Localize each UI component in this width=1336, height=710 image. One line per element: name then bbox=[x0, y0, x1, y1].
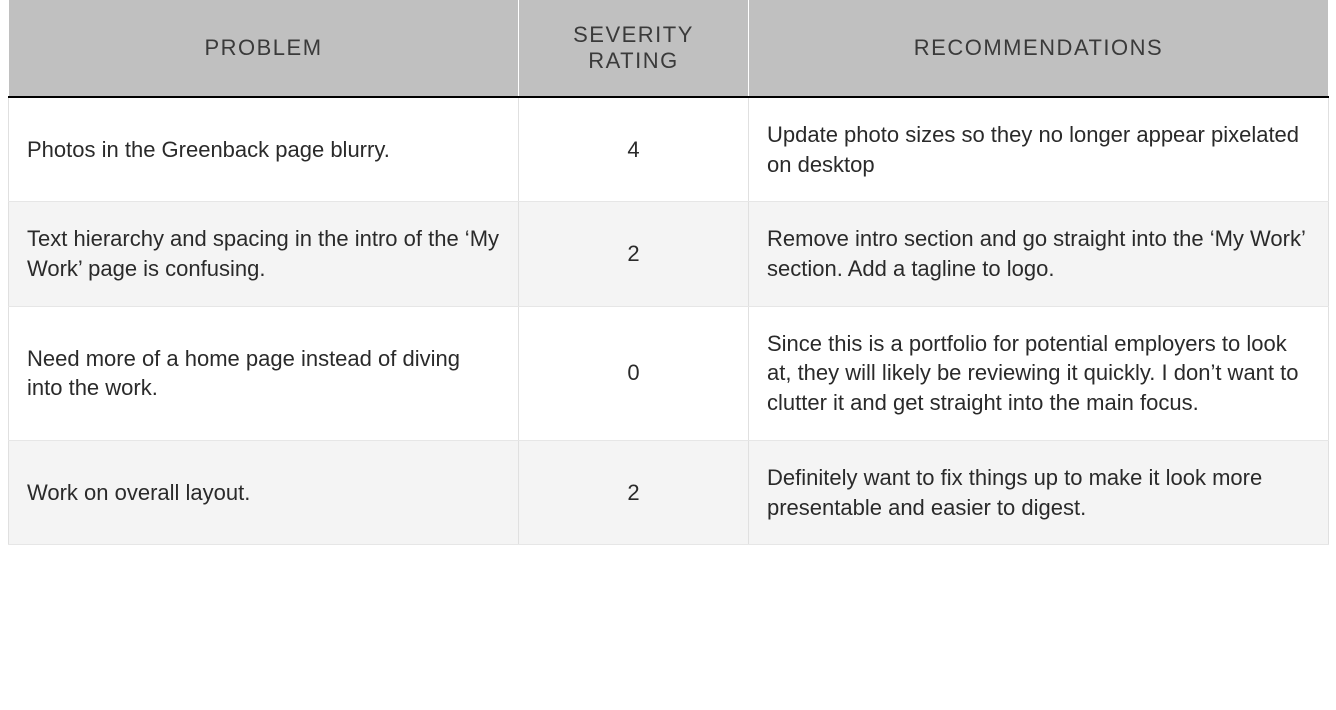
table-row: Work on overall layout. 2 Definitely wan… bbox=[9, 440, 1329, 544]
table-header-row: PROBLEM SEVERITY RATING RECOMMENDATIONS bbox=[9, 0, 1329, 97]
cell-severity: 2 bbox=[519, 202, 749, 306]
cell-problem: Work on overall layout. bbox=[9, 440, 519, 544]
cell-recommendations: Since this is a portfolio for potential … bbox=[749, 306, 1329, 440]
cell-severity: 4 bbox=[519, 97, 749, 202]
table-wrapper: PROBLEM SEVERITY RATING RECOMMENDATIONS … bbox=[0, 0, 1336, 545]
cell-recommendations: Definitely want to fix things up to make… bbox=[749, 440, 1329, 544]
cell-problem: Photos in the Greenback page blurry. bbox=[9, 97, 519, 202]
cell-problem: Need more of a home page instead of divi… bbox=[9, 306, 519, 440]
cell-recommendations: Remove intro section and go straight int… bbox=[749, 202, 1329, 306]
cell-recommendations: Update photo sizes so they no longer app… bbox=[749, 97, 1329, 202]
table-row: Text hierarchy and spacing in the intro … bbox=[9, 202, 1329, 306]
table-row: Need more of a home page instead of divi… bbox=[9, 306, 1329, 440]
cell-severity: 2 bbox=[519, 440, 749, 544]
table-row: Photos in the Greenback page blurry. 4 U… bbox=[9, 97, 1329, 202]
col-header-problem: PROBLEM bbox=[9, 0, 519, 97]
col-header-severity: SEVERITY RATING bbox=[519, 0, 749, 97]
cell-problem: Text hierarchy and spacing in the intro … bbox=[9, 202, 519, 306]
col-header-recommendations: RECOMMENDATIONS bbox=[749, 0, 1329, 97]
cell-severity: 0 bbox=[519, 306, 749, 440]
issues-table: PROBLEM SEVERITY RATING RECOMMENDATIONS … bbox=[8, 0, 1329, 545]
